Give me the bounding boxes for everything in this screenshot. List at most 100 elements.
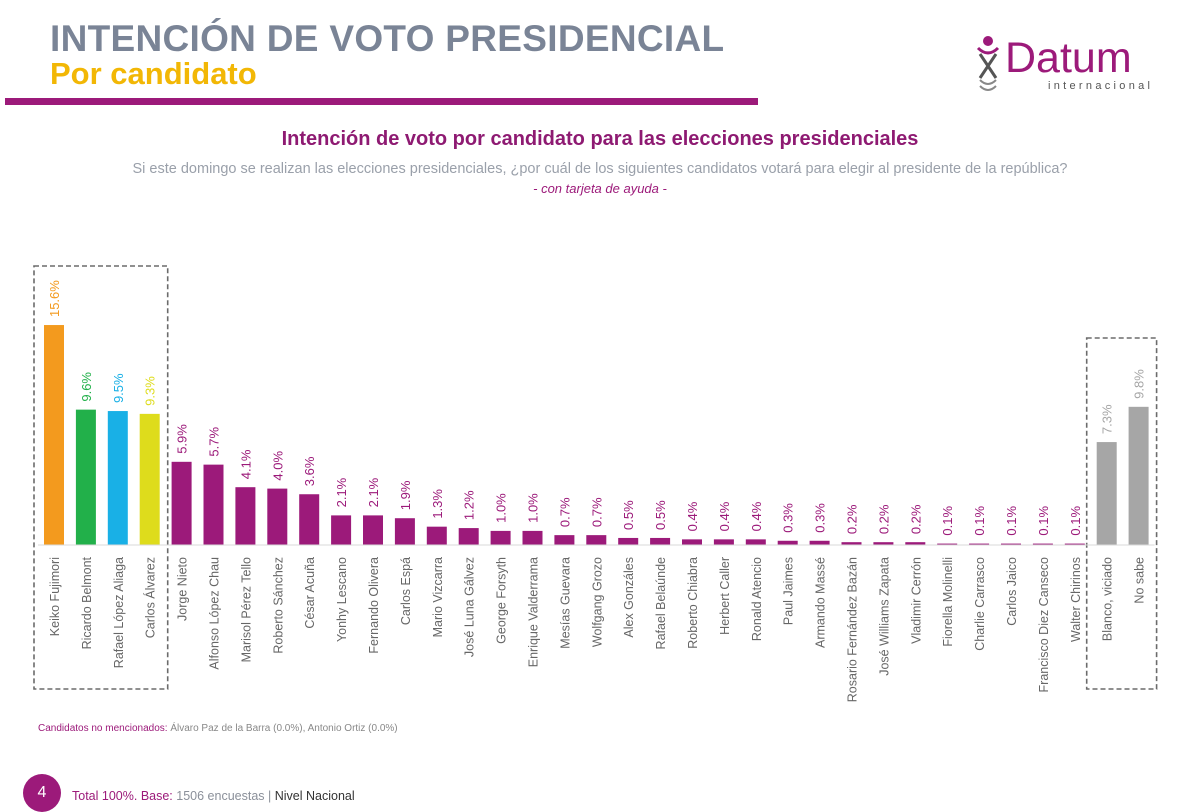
category-label: José Luna Gálvez	[463, 557, 477, 657]
bar	[363, 515, 383, 545]
bar-value-label: 9.8%	[1132, 369, 1147, 399]
bar	[777, 540, 798, 545]
bar	[331, 515, 352, 545]
bar-value-label: 9.3%	[143, 376, 158, 406]
bar	[650, 537, 671, 545]
category-label: Rafael Belaúnde	[654, 557, 668, 649]
category-label: Francisco Diez Canseco	[1037, 557, 1051, 693]
category-label: Rosario Fernández Bazán	[846, 557, 860, 702]
bar	[522, 530, 543, 545]
bar	[426, 526, 447, 545]
chart-title: Intención de voto por candidato para las…	[281, 128, 919, 150]
category-label: José Williams Zapata	[877, 557, 891, 676]
footnote: Candidatos no mencionados: Álvaro Paz de…	[38, 723, 398, 734]
logo-wordmark: Datum	[1005, 34, 1132, 82]
bar	[1001, 543, 1021, 545]
category-label: Carlos Álvarez	[143, 557, 158, 638]
bar	[618, 537, 639, 545]
bar-value-label: 0.4%	[685, 501, 700, 531]
bar-value-label: 0.2%	[876, 504, 891, 534]
category-label: Armando Massé	[814, 557, 828, 648]
category-label: Walter Chirinos	[1069, 557, 1083, 642]
bar	[139, 413, 160, 545]
datum-logo: Datum internacional	[972, 34, 1162, 98]
bar-value-label: 2.1%	[334, 477, 349, 507]
bar	[171, 461, 192, 545]
category-label: Ronald Atencio	[750, 557, 764, 641]
bar-value-label: 5.9%	[175, 424, 190, 454]
bar-value-label: 15.6%	[47, 280, 62, 317]
bar	[969, 543, 990, 545]
footer-scope: Nivel Nacional	[274, 789, 355, 803]
highlight-box	[33, 265, 169, 690]
footer: Total 100%. Base: 1506 encuestas | Nivel…	[72, 789, 355, 803]
bar	[235, 487, 256, 545]
bar-value-label: 9.5%	[111, 373, 126, 403]
category-label: No sabe	[1133, 557, 1147, 604]
category-label: Blanco, viciado	[1101, 557, 1115, 641]
bar-value-label: 0.1%	[972, 506, 987, 536]
bar	[873, 542, 894, 545]
bar-value-label: 0.7%	[589, 497, 604, 527]
bar-value-label: 4.1%	[238, 449, 253, 479]
category-label: Wolfgang Grozo	[590, 557, 604, 647]
bar-value-label: 0.3%	[781, 503, 796, 533]
bar	[75, 409, 96, 545]
bar-value-label: 0.1%	[1068, 506, 1083, 536]
category-label: Paul Jaimes	[782, 557, 796, 625]
bar-value-label: 5.7%	[207, 427, 222, 457]
category-label: Enrique Valderrama	[527, 557, 541, 667]
bar-value-label: 0.7%	[557, 497, 572, 527]
category-label: Vladimir Cerrón	[909, 557, 923, 644]
bar-value-label: 1.0%	[526, 493, 541, 523]
bar	[554, 535, 575, 545]
category-label: Keiko Fujimori	[48, 557, 62, 636]
bar-value-label: 7.3%	[1100, 404, 1115, 434]
bar	[713, 539, 734, 545]
bar-value-label: 0.3%	[813, 503, 828, 533]
category-label: Alfonso López Chau	[208, 557, 222, 670]
category-label: Marisol Pérez Tello	[239, 557, 253, 662]
category-label: Ricardo Belmont	[80, 556, 94, 649]
bar	[905, 542, 926, 545]
page-number-badge: 4	[23, 774, 61, 812]
bar-value-label: 4.0%	[270, 451, 285, 481]
footer-base-value: 1506 encuestas	[176, 789, 265, 803]
bar	[745, 539, 766, 545]
category-label: Fiorella Molinelli	[941, 557, 955, 647]
bar	[809, 540, 830, 545]
person-dna-icon	[976, 36, 1000, 91]
bar-value-label: 1.0%	[494, 493, 509, 523]
bar	[490, 530, 511, 545]
bar	[586, 535, 607, 545]
bar-value-label: 0.2%	[845, 504, 860, 534]
chart-question: Si este domingo se realizan las eleccion…	[132, 161, 1068, 177]
category-label: Carlos Jaico	[1005, 557, 1019, 626]
bar	[267, 488, 288, 545]
bar-value-label: 0.1%	[940, 506, 955, 536]
bar-value-label: 0.5%	[653, 500, 668, 530]
category-label: George Forsyth	[495, 557, 509, 644]
bar-value-label: 3.6%	[302, 456, 317, 486]
bar-value-label: 0.1%	[1004, 506, 1019, 536]
category-label: Roberto Chiabra	[686, 557, 700, 649]
category-label: César Acuña	[303, 557, 317, 629]
footnote-label: Candidatos no mencionados:	[38, 723, 168, 734]
category-label: Mesías Guevara	[558, 557, 572, 649]
category-label: Carlos Espá	[399, 557, 413, 625]
bar	[1096, 442, 1117, 545]
bar	[299, 494, 320, 545]
footnote-text: Álvaro Paz de la Barra (0.0%), Antonio O…	[170, 723, 398, 734]
bar	[458, 528, 479, 545]
category-label: Rafael López Aliaga	[112, 557, 126, 668]
category-label: Mario Vizcarra	[431, 557, 445, 637]
category-label: Yonhy Lescano	[335, 557, 349, 642]
bar	[394, 518, 415, 545]
bar-value-label: 0.4%	[749, 501, 764, 531]
bar	[1064, 543, 1085, 545]
page-title: INTENCIÓN DE VOTO PRESIDENCIAL	[50, 18, 725, 59]
bar	[44, 325, 64, 545]
highlight-box	[1085, 337, 1158, 690]
bar	[682, 539, 702, 545]
